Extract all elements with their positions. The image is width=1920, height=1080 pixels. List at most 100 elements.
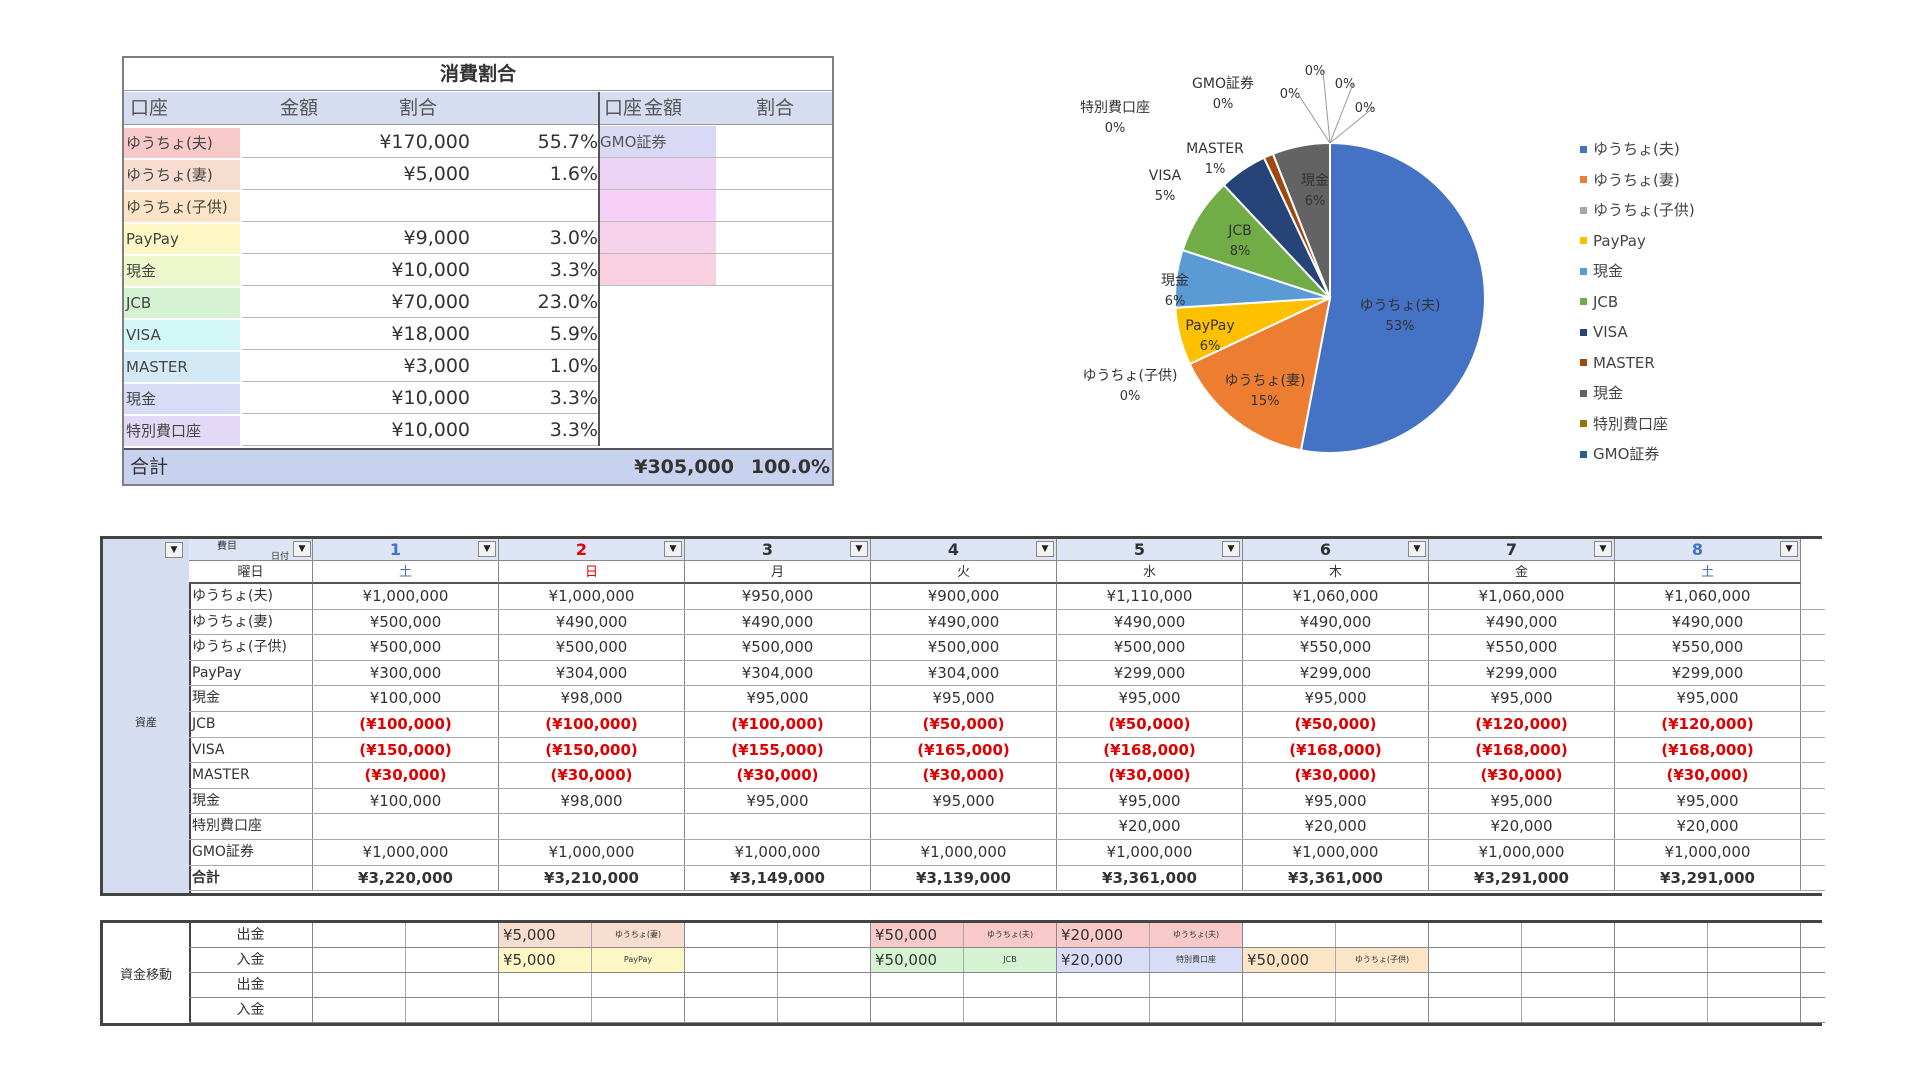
asset-cell[interactable]: ¥1,000,000 [1243, 840, 1429, 865]
asset-cell[interactable]: ¥490,000 [685, 609, 871, 635]
asset-cell[interactable]: ¥3,291,000 [1615, 865, 1801, 891]
transfer-account[interactable]: 特別費口座 [1150, 948, 1243, 972]
transfer-amount[interactable]: ¥5,000 [499, 948, 592, 972]
asset-cell[interactable]: ¥1,000,000 [1615, 840, 1801, 865]
day-filter-dropdown[interactable]: ▼ [1594, 541, 1612, 557]
transfer-empty-cell[interactable] [1243, 998, 1336, 1022]
asset-cell[interactable]: (¥150,000) [313, 737, 499, 763]
asset-cell[interactable]: ¥1,060,000 [1243, 584, 1429, 609]
asset-cell[interactable]: ¥490,000 [1057, 609, 1243, 635]
asset-cell[interactable]: ¥3,291,000 [1429, 865, 1615, 891]
transfer-empty-cell[interactable] [685, 973, 778, 997]
asset-cell[interactable]: ¥95,000 [1615, 788, 1801, 814]
transfer-amount[interactable]: ¥50,000 [1243, 948, 1336, 972]
transfer-empty-cell[interactable] [1429, 948, 1522, 972]
asset-cell[interactable]: ¥95,000 [1057, 686, 1243, 711]
asset-cell[interactable]: ¥95,000 [1429, 686, 1615, 711]
transfer-empty-cell[interactable] [685, 998, 778, 1022]
transfer-empty-cell[interactable] [1336, 998, 1429, 1022]
asset-cell[interactable] [685, 814, 871, 839]
transfer-empty-cell[interactable] [406, 923, 499, 947]
asset-cell[interactable] [871, 814, 1057, 839]
transfer-empty-cell[interactable] [871, 998, 964, 1022]
transfer-empty-cell[interactable] [778, 973, 871, 997]
asset-cell[interactable]: ¥299,000 [1243, 660, 1429, 686]
transfer-empty-cell[interactable] [1243, 973, 1336, 997]
transfer-amount[interactable]: ¥20,000 [1057, 923, 1150, 947]
asset-cell[interactable]: (¥30,000) [313, 763, 499, 788]
asset-cell[interactable]: ¥490,000 [1243, 609, 1429, 635]
asset-cell[interactable]: ¥1,000,000 [499, 840, 685, 865]
asset-cell[interactable]: ¥20,000 [1429, 814, 1615, 839]
asset-cell[interactable]: ¥490,000 [871, 609, 1057, 635]
transfer-empty-cell[interactable] [499, 973, 592, 997]
transfer-empty-cell[interactable] [1243, 923, 1336, 947]
transfer-empty-cell[interactable] [964, 973, 1057, 997]
asset-cell[interactable]: ¥100,000 [313, 788, 499, 814]
asset-cell[interactable]: ¥95,000 [1429, 788, 1615, 814]
asset-cell[interactable]: (¥30,000) [1243, 763, 1429, 788]
transfer-empty-cell[interactable] [592, 998, 685, 1022]
transfer-empty-cell[interactable] [1057, 998, 1150, 1022]
day-filter-dropdown[interactable]: ▼ [478, 541, 496, 557]
asset-cell[interactable]: (¥120,000) [1615, 712, 1801, 737]
asset-cell[interactable]: (¥30,000) [499, 763, 685, 788]
transfer-empty-cell[interactable] [313, 998, 406, 1022]
transfer-empty-cell[interactable] [1336, 923, 1429, 947]
asset-cell[interactable]: ¥95,000 [685, 686, 871, 711]
asset-cell[interactable]: ¥3,361,000 [1243, 865, 1429, 891]
asset-cell[interactable]: ¥304,000 [685, 660, 871, 686]
asset-cell[interactable]: ¥1,000,000 [685, 840, 871, 865]
transfer-empty-cell[interactable] [406, 973, 499, 997]
asset-cell[interactable]: (¥150,000) [499, 737, 685, 763]
asset-cell[interactable]: ¥3,220,000 [313, 865, 499, 891]
asset-cell[interactable]: (¥50,000) [871, 712, 1057, 737]
transfer-account[interactable]: PayPay [592, 948, 685, 972]
asset-cell[interactable]: ¥490,000 [1429, 609, 1615, 635]
transfer-empty-cell[interactable] [406, 948, 499, 972]
asset-cell[interactable]: (¥50,000) [1057, 712, 1243, 737]
transfer-amount[interactable]: ¥5,000 [499, 923, 592, 947]
asset-cell[interactable]: ¥304,000 [499, 660, 685, 686]
asset-cell[interactable]: ¥299,000 [1057, 660, 1243, 686]
asset-cell[interactable]: ¥500,000 [1057, 635, 1243, 660]
transfer-empty-cell[interactable] [871, 973, 964, 997]
transfer-empty-cell[interactable] [1708, 923, 1801, 947]
asset-cell[interactable]: ¥550,000 [1243, 635, 1429, 660]
day-filter-dropdown[interactable]: ▼ [1780, 541, 1798, 557]
asset-cell[interactable]: ¥500,000 [313, 635, 499, 660]
asset-cell[interactable]: ¥3,210,000 [499, 865, 685, 891]
transfer-empty-cell[interactable] [1522, 998, 1615, 1022]
transfer-empty-cell[interactable] [1336, 973, 1429, 997]
asset-cell[interactable]: ¥300,000 [313, 660, 499, 686]
transfer-empty-cell[interactable] [1429, 923, 1522, 947]
asset-cell[interactable]: (¥168,000) [1057, 737, 1243, 763]
asset-cell[interactable]: ¥1,060,000 [1615, 584, 1801, 609]
asset-cell[interactable]: ¥20,000 [1615, 814, 1801, 839]
asset-cell[interactable]: (¥168,000) [1615, 737, 1801, 763]
asset-cell[interactable]: (¥50,000) [1243, 712, 1429, 737]
asset-cell[interactable]: (¥120,000) [1429, 712, 1615, 737]
asset-cell[interactable]: ¥3,361,000 [1057, 865, 1243, 891]
transfer-empty-cell[interactable] [1615, 948, 1708, 972]
transfer-empty-cell[interactable] [313, 973, 406, 997]
transfer-empty-cell[interactable] [1522, 948, 1615, 972]
transfer-empty-cell[interactable] [313, 923, 406, 947]
asset-cell[interactable]: ¥1,000,000 [499, 584, 685, 609]
asset-cell[interactable]: ¥95,000 [685, 788, 871, 814]
asset-cell[interactable]: ¥900,000 [871, 584, 1057, 609]
transfer-account[interactable]: ゆうちょ(夫) [1150, 923, 1243, 947]
asset-cell[interactable]: ¥95,000 [871, 686, 1057, 711]
transfer-empty-cell[interactable] [406, 998, 499, 1022]
transfer-empty-cell[interactable] [778, 948, 871, 972]
asset-cell[interactable]: ¥299,000 [1615, 660, 1801, 686]
asset-cell[interactable]: ¥95,000 [1243, 788, 1429, 814]
asset-cell[interactable]: ¥1,000,000 [313, 584, 499, 609]
transfer-empty-cell[interactable] [1708, 973, 1801, 997]
asset-cell[interactable]: ¥550,000 [1429, 635, 1615, 660]
asset-cell[interactable]: ¥98,000 [499, 686, 685, 711]
asset-cell[interactable] [313, 814, 499, 839]
asset-cell[interactable]: (¥168,000) [1429, 737, 1615, 763]
transfer-empty-cell[interactable] [313, 948, 406, 972]
asset-cell[interactable]: ¥500,000 [871, 635, 1057, 660]
